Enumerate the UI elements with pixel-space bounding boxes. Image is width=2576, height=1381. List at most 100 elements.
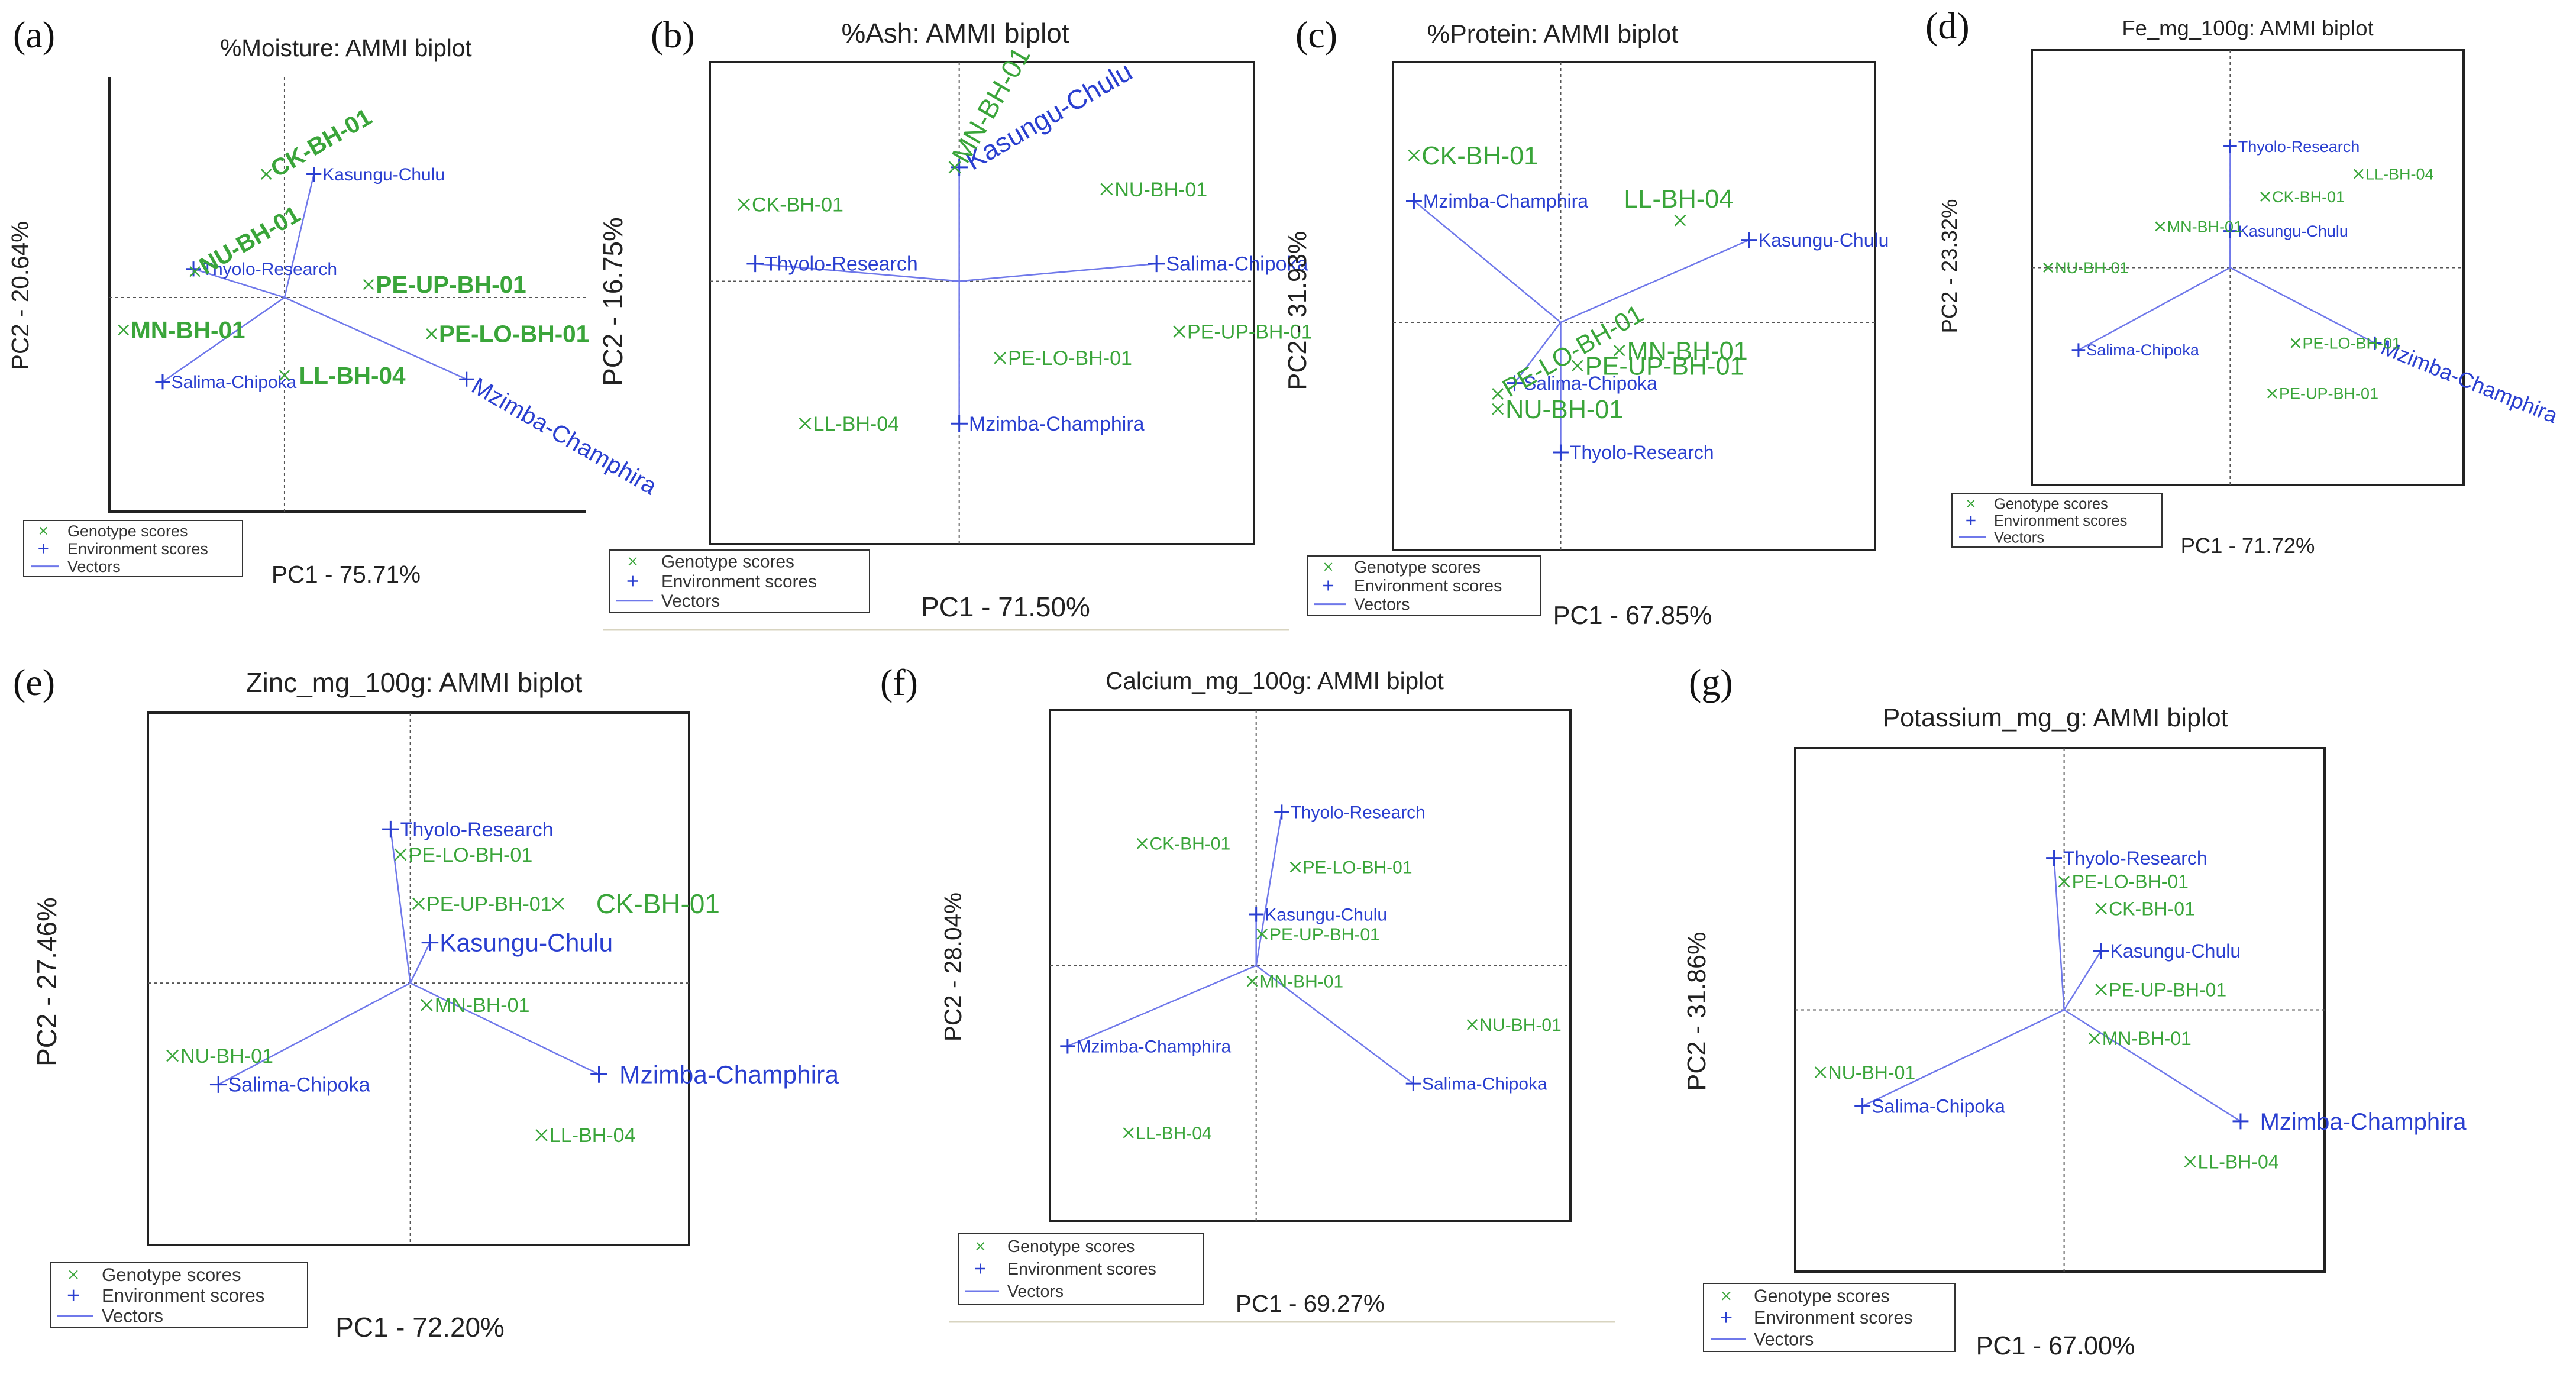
environment-label-mzimba-champhira: Mzimba-Champhira [619,1061,839,1089]
genotype-label-ll-bh-04: LL-BH-04 [1624,185,1733,214]
vector-mzimba-champhira [1067,965,1257,1047]
genotype-label-pe-up-bh-01: PE-UP-BH-01 [1585,352,1744,380]
environment-label-kasungu-chulu: Kasungu-Chulu [322,165,445,185]
chart-title: %Ash: AMMI biplot [841,18,1069,48]
legend-genotype-symbol [39,526,47,535]
genotype-label-mn-bh-01: MN-BH-01 [1627,337,1748,366]
genotype-label-pe-lo-bh-01: PE-LO-BH-01 [1302,858,1412,878]
genotype-label-nu-bh-01: NU-BH-01 [180,1045,273,1068]
vector-thyolo-research [1255,811,1283,966]
x-axis-label: PC1 - 67.85% [1553,601,1712,630]
genotype-label-nu-bh-01: NU-BH-01 [1505,396,1623,424]
genotype-label-ck-bh-01: CK-BH-01 [2272,188,2345,206]
x-axis-label: PC1 - 71.50% [921,591,1090,622]
environment-label-mzimba-champhira: Mzimba-Champhira [1423,190,1588,212]
y-axis-label: PC2 - 28.04% [939,892,967,1042]
biplot-panel-e: (e) Zinc_mg_100g: AMMI biplot PC1 - 72.20%… [13,661,839,1343]
genotype-label-ll-bh-04: LL-BH-04 [550,1124,636,1147]
x-axis-label: PC1 - 72.20% [335,1312,505,1343]
genotype-marker-ck-bh-01 [2260,192,2271,202]
environment-marker-thyolo-research [1553,444,1569,461]
genotype-label-ck-bh-01: CK-BH-01 [1149,835,1230,854]
legend-box [958,1233,1204,1305]
vector-mzimba-champhira [1413,200,1562,323]
x-axis-label: PC1 - 69.27% [1236,1290,1385,1317]
genotype-marker-nu-bh-01 [1466,1019,1478,1030]
panel-letter: (a) [13,14,55,56]
vector-thyolo-research [2053,858,2065,1010]
biplot-panel-g: (g) Potassium_mg_g: AMMI biplot PC1 - 67.0… [1683,661,2467,1360]
legend-genotype-symbol [628,557,637,566]
legend-environment-symbol [38,544,49,554]
y-axis-label: PC2 - 20.64% [7,221,34,370]
environment-marker-salima-chipoka [1405,1076,1421,1091]
legend-environment-label: Environment scores [1994,513,2127,529]
chart-title: Fe_mg_100g: AMMI biplot [2122,16,2373,40]
genotype-marker-pe-lo-bh-01 [994,351,1007,364]
genotype-marker-pe-lo-bh-01 [394,848,407,861]
genotype-label-pe-up-bh-01: PE-UP-BH-01 [2109,979,2226,1000]
genotype-marker-pe-up-bh-01 [2267,388,2277,399]
genotype-label-nu-bh-01: NU-BH-01 [1828,1062,1916,1083]
environment-marker-salima-chipoka [155,374,170,390]
legend-genotype-symbol [1967,500,1975,507]
plot-frame [147,711,690,1246]
legend-box [1307,555,1541,616]
environment-marker-salima-chipoka [1854,1098,1871,1114]
environment-marker-thyolo-research [1274,804,1289,820]
environment-marker-kasungu-chulu [1741,232,1757,248]
vector-thyolo-research [755,263,959,282]
genotype-marker-mn-bh-01 [118,324,129,336]
biplot-panel-d: (d) Fe_mg_100g: AMMI biplot PC1 - 71.72% PC… [1925,5,2561,558]
environment-label-salima-chipoka: Salima-Chipoka [2086,341,2200,359]
genotype-marker-ck-bh-01 [738,198,750,211]
legend-genotype-label: Genotype scores [661,552,794,572]
legend-environment-symbol [1966,516,1976,525]
environment-label-mzimba-champhira: Mzimba-Champhira [2260,1109,2467,1135]
genotype-label-ll-bh-04: LL-BH-04 [2365,165,2434,183]
legend-box [23,520,243,577]
environment-label-thyolo-research: Thyolo-Research [765,253,918,276]
environment-marker-thyolo-research [2046,850,2062,866]
genotype-label-pe-lo-bh-01: PE-LO-BH-01 [2302,335,2401,352]
vector-kasungu-chulu [1560,239,1750,324]
environment-label-kasungu-chulu: Kasungu-Chulu [1759,229,1889,251]
vector-salima-chipoka [218,982,411,1085]
genotype-label-nu-bh-01: NU-BH-01 [2055,259,2129,277]
genotype-label-pe-lo-bh-01: PE-LO-BH-01 [2072,871,2189,892]
genotype-label-nu-bh-01: NU-BH-01 [1479,1015,1561,1035]
biplot-panel-f: (f) Calcium_mg_100g: AMMI biplot PC1 - 69.… [880,661,1572,1317]
legend-environment-symbol [975,1263,985,1274]
vector-salima-chipoka [1862,1009,2065,1107]
genotype-marker-nu-bh-01 [1100,183,1113,196]
genotype-label-ck-bh-01: CK-BH-01 [2109,898,2195,919]
legend-genotype-symbol [1721,1291,1731,1301]
genotype-label-ll-bh-04: LL-BH-04 [1136,1124,1211,1143]
legend-genotype-label: Genotype scores [102,1264,241,1285]
genotype-label-ck-bh-01: CK-BH-01 [752,194,843,216]
panel-letter: (f) [880,661,918,703]
environment-marker-thyolo-research [746,255,764,273]
legend-vector-label: Vectors [1354,596,1410,615]
legend-box [1703,1283,1956,1352]
environment-label-mzimba-champhira: Mzimba-Champhira [1076,1037,1231,1056]
chart-title: %Protein: AMMI biplot [1427,20,1679,48]
genotype-marker-pe-up-bh-01 [412,897,425,910]
genotype-marker-pe-lo-bh-01 [2058,875,2070,888]
genotype-label-mn-bh-01: MN-BH-01 [1259,972,1343,992]
genotype-marker-pe-lo-bh-01 [1289,861,1301,873]
legend-genotype-symbol [1324,562,1333,571]
environment-marker-salima-chipoka [1148,255,1165,273]
environment-label-salima-chipoka: Salima-Chipoka [1524,373,1657,394]
environment-marker-salima-chipoka [1507,375,1523,392]
genotype-label-pe-lo-bh-01: PE-LO-BH-01 [1008,347,1132,370]
vector-thyolo-research [390,829,411,984]
genotype-marker-ck-bh-01 [260,169,272,180]
genotype-label-nu-bh-01: NU-BH-01 [1114,179,1207,201]
genotype-label-pe-lo-bh-01: PE-LO-BH-01 [439,321,589,348]
biplot-panel-c: (c) %Protein: AMMI biplot PC1 - 67.85% PC2 … [1284,14,1889,630]
